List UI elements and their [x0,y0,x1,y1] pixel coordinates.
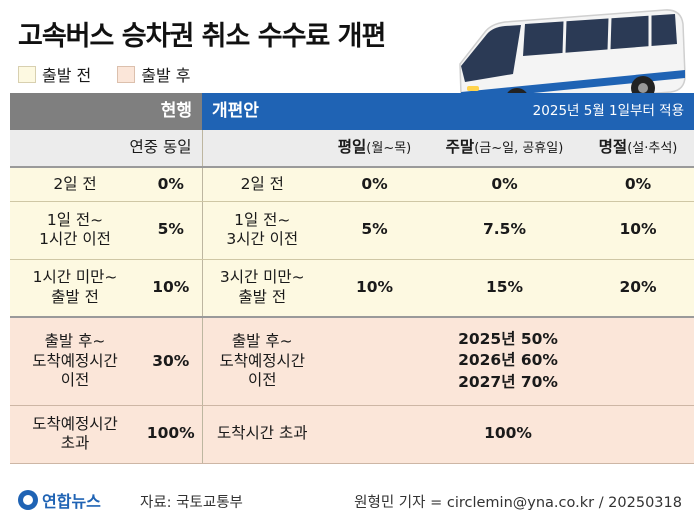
legend-before-label: 출발 전 [42,66,92,85]
page-title: 고속버스 승차권 취소 수수료 개편 [18,21,386,52]
cur-label-line: 출발 전 [51,287,99,306]
weekday-rate: 0% [322,167,427,202]
source-text: 자료: 국토교통부 [140,495,243,511]
cur-label-line: 초과 [60,434,90,452]
fee-table: 현행 개편안 2025년 5월 1일부터 적용 연중 동일 평일(월~목) 주말… [10,93,695,464]
weekday-detail: (월~목) [366,141,412,157]
cur-label: 출발 후~ 도착예정시간 이전 [10,316,140,406]
new-label: 3시간 미만~ 출발 전 [201,259,322,318]
cur-label-line: 1시간 미만~ [32,268,118,287]
subheader-weekend: 주말(금~일, 공휴일) [427,130,582,168]
new-label-line: 1일 전~ [234,210,291,229]
header-row: 현행 개편안 2025년 5월 1일부터 적용 [10,93,695,130]
new-label-line: 3시간 이전 [226,230,299,248]
holiday-rate: 20% [582,259,695,318]
new-label-line: 출발 후~ [231,332,293,351]
weekend-rate: 0% [427,167,582,202]
all-rate: 100% [322,405,695,464]
new-label: 1일 전~ 3시간 이전 [201,201,322,260]
legend-before-swatch [18,65,36,83]
subheader-current: 연중 동일 [10,130,202,168]
cur-label-line: 출발 후~ [44,332,106,351]
credit-text: 원형민 기자 = circlemin@yna.co.kr / 20250318 [354,495,682,511]
yonhap-logo: 연합뉴스 [18,488,101,512]
cur-label: 2일 전 [10,167,140,202]
cur-label-line: 도착예정시간 [32,414,118,433]
new-label-line: 3시간 미만~ [219,268,305,287]
new-label: 2일 전 [201,167,322,202]
holiday-label: 명절 [598,138,628,157]
table-row: 1시간 미만~ 출발 전 10% 3시간 미만~ 출발 전 10% 15% 20% [10,259,695,318]
brand-name: 연합뉴스 [42,492,101,511]
cur-rate: 0% [140,167,202,202]
footer: 연합뉴스 자료: 국토교통부 원형민 기자 = circlemin@yna.co… [0,484,700,520]
yonhap-logo-icon [18,490,38,510]
new-label: 출발 후~ 도착예정시간 이전 [201,316,322,406]
weekend-label: 주말 [445,138,475,157]
phased-rate: 2025년 50% 2026년 60% 2027년 70% [322,316,695,406]
weekend-rate: 15% [427,259,582,318]
legend-after-swatch [117,65,136,83]
legend-before: 출발 전 [18,62,91,86]
header-reform-label: 개편안 [212,100,259,121]
header-reform: 개편안 2025년 5월 1일부터 적용 [202,93,695,130]
cur-rate: 100% [140,405,202,464]
phase-2027: 2027년 70% [458,373,558,392]
header-current: 현행 [10,93,202,130]
weekday-label: 평일 [337,138,367,157]
weekday-rate: 10% [322,259,427,318]
new-label-line: 이전 [247,370,277,389]
cur-label: 1시간 미만~ 출발 전 [10,259,140,318]
table-row: 출발 후~ 도착예정시간 이전 30% 출발 후~ 도착예정시간 이전 2025년 50… [10,316,695,406]
subheader-row: 연중 동일 평일(월~목) 주말(금~일, 공휴일) 명절(설·추석) [10,130,695,168]
phase-2025: 2025년 50% [458,329,558,348]
weekend-rate: 7.5% [427,201,582,260]
cur-label-line: 도착예정시간 [32,351,118,370]
legend: 출발 전 출발 후 [18,62,209,86]
phase-2026: 2026년 60% [458,351,558,370]
weekday-rate: 5% [322,201,427,260]
weekend-detail: (금~일, 공휴일) [474,141,564,157]
subheader-empty [201,130,322,168]
table-row: 2일 전 0% 2일 전 0% 0% 0% [10,167,695,202]
holiday-detail: (설·추석) [627,141,678,157]
new-label-line: 도착예정시간 [219,351,306,370]
subheader-holiday: 명절(설·추석) [582,130,695,168]
legend-after: 출발 후 [117,62,191,86]
cur-label-line: 이전 [60,370,90,389]
new-label-line: 출발 전 [238,287,287,306]
table-row: 도착예정시간 초과 100% 도착시간 초과 100% [10,405,695,464]
cur-rate: 30% [140,316,202,406]
new-label: 도착시간 초과 [201,405,322,464]
table-row: 1일 전~ 1시간 이전 5% 1일 전~ 3시간 이전 5% 7.5% 10% [10,201,695,260]
cur-label: 1일 전~ 1시간 이전 [10,201,140,260]
subheader-weekday: 평일(월~목) [322,130,427,168]
cur-rate: 5% [140,201,202,260]
holiday-rate: 10% [582,201,695,260]
holiday-rate: 0% [582,167,695,202]
cur-label-line: 1일 전~ [46,210,104,229]
cur-rate: 10% [140,259,202,318]
legend-after-label: 출발 후 [141,66,191,85]
header-effective-date: 2025년 5월 1일부터 적용 [532,102,685,119]
cur-label-line: 1시간 이전 [39,230,111,248]
cur-label: 도착예정시간 초과 [10,405,140,464]
